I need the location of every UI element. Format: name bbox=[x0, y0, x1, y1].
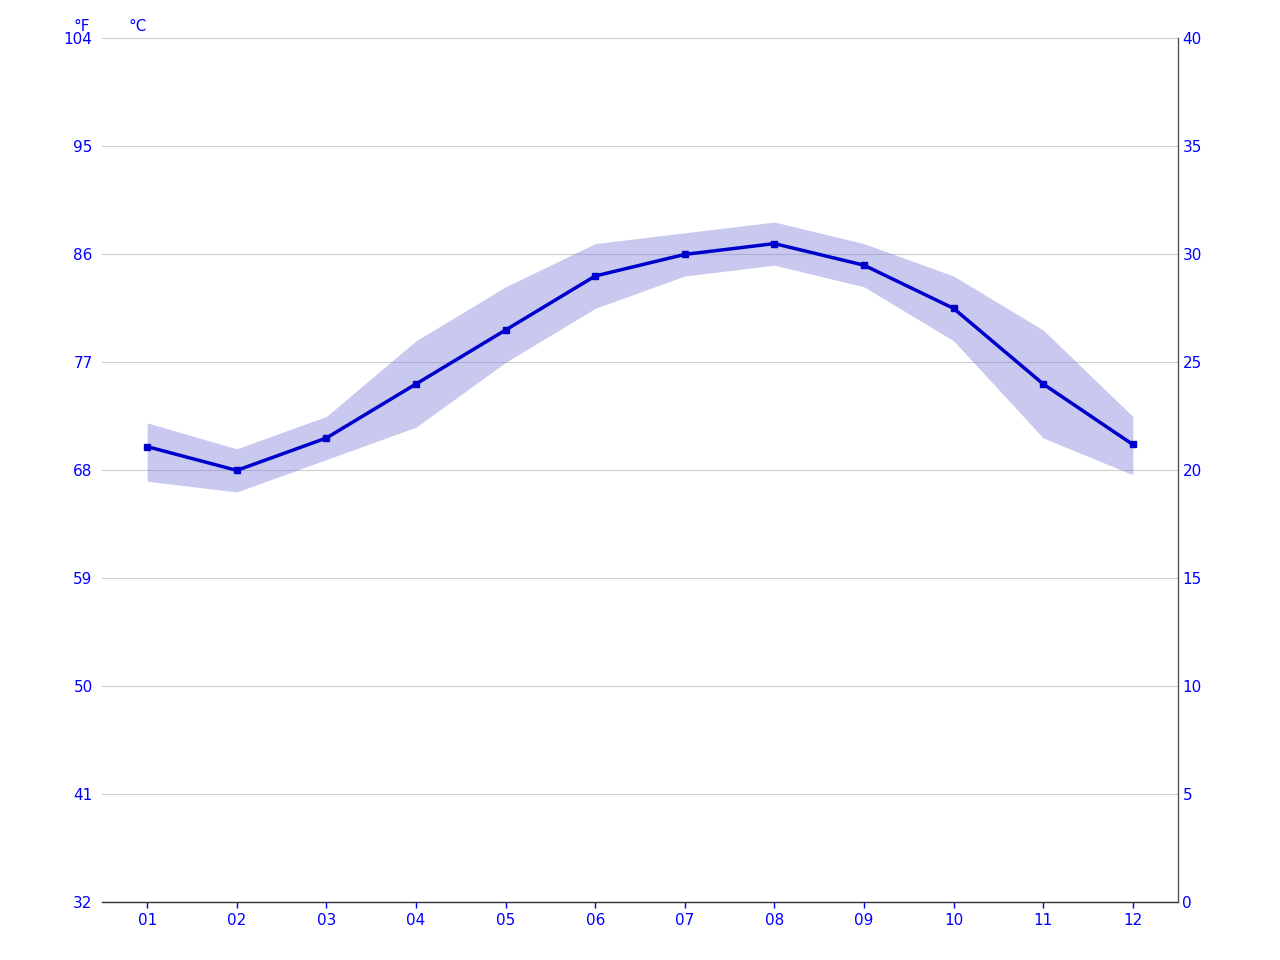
Text: °C: °C bbox=[129, 18, 147, 34]
Text: °F: °F bbox=[73, 18, 90, 34]
